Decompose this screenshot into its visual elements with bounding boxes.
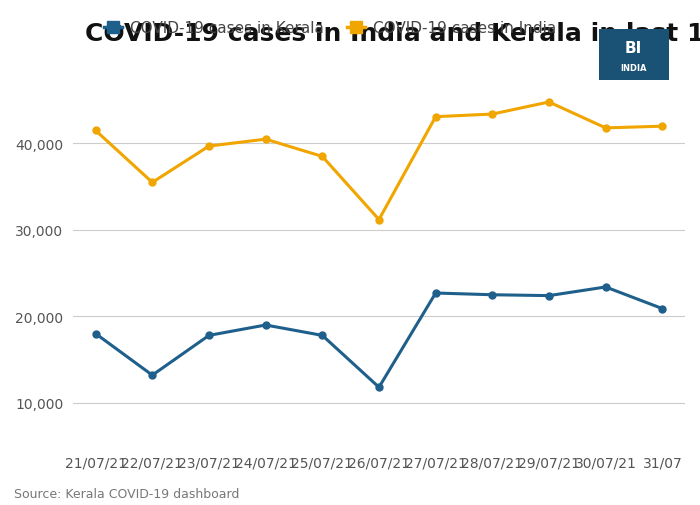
Text: COVID-19 cases in India and Kerala in last 10 days: COVID-19 cases in India and Kerala in la…: [85, 22, 700, 46]
Text: BI: BI: [625, 40, 642, 56]
Text: INDIA: INDIA: [620, 64, 647, 73]
Text: Source: Kerala COVID-19 dashboard: Source: Kerala COVID-19 dashboard: [14, 487, 239, 500]
Legend: COVID-19 cases in Kerala, COVID-19 cases in India: COVID-19 cases in Kerala, COVID-19 cases…: [98, 15, 562, 42]
